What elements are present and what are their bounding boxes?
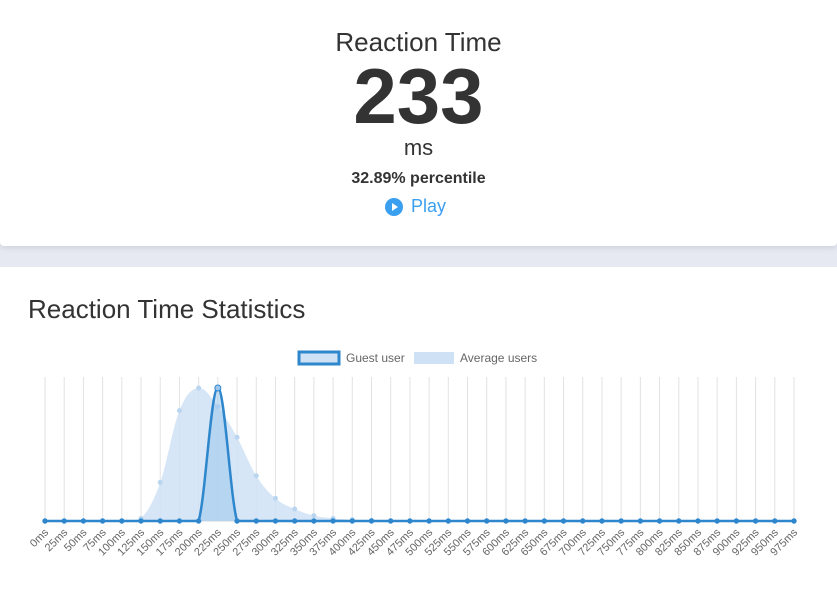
guest-user-point (195, 518, 202, 524)
guest-user-point (80, 518, 87, 524)
guest-user-point (368, 518, 375, 524)
guest-user-point (119, 518, 125, 524)
average-users-point (311, 513, 317, 519)
guest-user-point (772, 518, 778, 524)
x-axis-ticks: 0ms25ms50ms75ms100ms125ms150ms175ms200ms… (28, 526, 801, 558)
legend-guest-swatch (297, 350, 341, 366)
guest-user-point (349, 518, 355, 524)
guest-user-point (99, 518, 106, 524)
guest-user-point (503, 518, 509, 524)
guest-user-point (311, 518, 317, 524)
legend-average-label: Average users (460, 351, 537, 365)
guest-user-point (445, 518, 452, 524)
guest-user-point (291, 518, 298, 524)
legend-average-users[interactable]: Average users (414, 351, 537, 365)
legend-guest-label: Guest user (346, 351, 405, 365)
guest-user-point (560, 518, 567, 524)
guest-user-point (387, 518, 394, 524)
guest-user-point (234, 518, 240, 524)
average-users-point (234, 434, 240, 440)
play-circle-icon (385, 197, 403, 216)
guest-user-point (580, 518, 586, 524)
chart-series (42, 384, 797, 524)
average-users-point (272, 495, 278, 501)
guest-user-point (426, 518, 432, 524)
average-users-area (45, 387, 794, 521)
result-title: Reaction Time (335, 27, 502, 57)
guest-user-point (714, 518, 720, 524)
guest-user-point (157, 518, 163, 524)
guest-user-point (61, 518, 67, 524)
guest-user-point (791, 518, 797, 524)
guest-user-point (464, 518, 471, 524)
legend-guest-user[interactable]: Guest user (297, 350, 405, 366)
percentile-text: 32.89% percentile (351, 170, 486, 187)
guest-user-point (330, 518, 336, 524)
guest-user-point (752, 518, 759, 524)
guest-user-point (695, 518, 701, 524)
reaction-time-value: 233 (353, 52, 484, 140)
chart-legend: Guest user Average users (297, 350, 537, 366)
average-users-point (157, 479, 163, 485)
guest-user-point (214, 384, 222, 392)
average-users-point (253, 473, 259, 479)
reaction-time-unit: ms (403, 135, 434, 160)
guest-user-point (176, 518, 183, 524)
guest-user-point (407, 518, 413, 524)
guest-user-point (656, 518, 663, 524)
result-card: Reaction Time 233 ms 32.89% percentile P… (0, 0, 837, 246)
guest-user-point (637, 518, 644, 524)
guest-user-point (42, 518, 48, 524)
guest-user-point (541, 518, 548, 524)
guest-user-point (253, 518, 259, 524)
guest-user-point (484, 518, 490, 524)
guest-user-point (733, 518, 740, 524)
guest-user-point (272, 518, 279, 524)
stats-card: Reaction Time Statistics Guest user Aver… (0, 267, 837, 604)
play-label: Play (411, 196, 447, 216)
average-users-point (196, 385, 202, 391)
guest-user-point (599, 518, 605, 524)
guest-user-point (676, 518, 682, 524)
guest-user-point (618, 518, 624, 524)
guest-user-point (138, 518, 144, 524)
reaction-time-chart: Guest user Average users 0ms25ms50ms75ms… (28, 350, 801, 558)
legend-average-swatch (414, 352, 454, 364)
play-button[interactable]: Play (385, 196, 446, 217)
average-users-point (292, 506, 298, 512)
average-users-point (176, 408, 182, 414)
guest-user-point (522, 518, 528, 524)
stats-title: Reaction Time Statistics (28, 294, 306, 324)
